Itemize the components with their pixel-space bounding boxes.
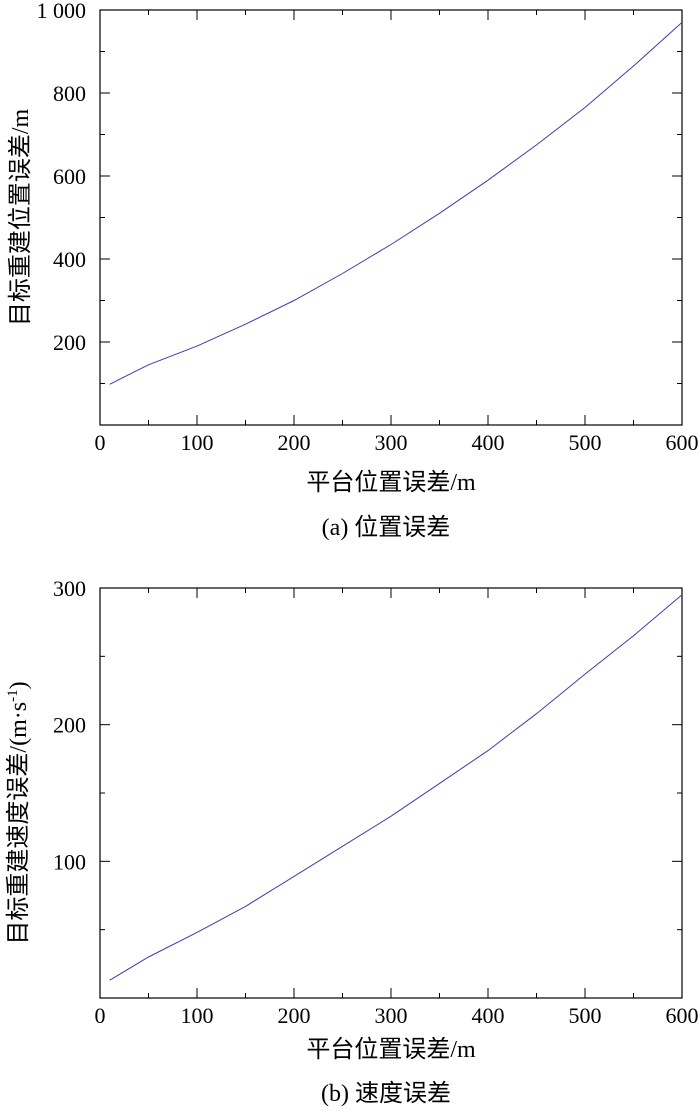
x-tick-labels: 0 100 200 300 400 500 600	[95, 1003, 699, 1028]
chart-a-svg: 0 100 200 300 400 500 600 200 400 600 800 1 000 平台…	[7, 0, 699, 541]
x-tick-label: 400	[472, 1003, 505, 1028]
x-tick-label: 200	[278, 1003, 311, 1028]
x-tick-label: 0	[95, 430, 106, 455]
x-tick-label: 500	[569, 1003, 602, 1028]
y-tick-label: 800	[53, 81, 86, 106]
y-axis-title: 目标重建位置误差/m	[7, 109, 34, 327]
y-tick-label: 300	[53, 576, 86, 601]
x-tick-labels: 0 100 200 300 400 500 600	[95, 430, 699, 455]
y-tick-labels: 200 400 600 800 1 000	[37, 0, 87, 355]
y-tick-label: 100	[53, 849, 86, 874]
y-axis-title-superscript: -1	[5, 689, 21, 702]
x-tick-label: 600	[666, 1003, 699, 1028]
chart-caption: (b) 速度误差	[321, 1080, 451, 1107]
y-axis-title-tail: )	[6, 681, 32, 689]
x-tick-label: 300	[375, 430, 408, 455]
y-axis-title-main: 目标重建速度误差/(m·s	[5, 702, 32, 945]
y-axis-title: 目标重建速度误差/(m·s-1)	[5, 681, 32, 944]
chart-b-svg: 0 100 200 300 400 500 600 100 200 300 平台位置误差/m 目…	[5, 576, 699, 1107]
y-tick-label: 600	[53, 164, 86, 189]
x-tick-label: 0	[95, 1003, 106, 1028]
y-tick-labels: 100 200 300	[53, 576, 86, 874]
x-axis-title: 平台位置误差/m	[306, 1036, 476, 1063]
x-axis-title: 平台位置误差/m	[306, 469, 476, 496]
series-line	[109, 594, 683, 981]
y-tick-label: 400	[53, 247, 86, 272]
x-tick-label: 100	[181, 430, 214, 455]
y-tick-label: 200	[53, 713, 86, 738]
x-tick-label: 200	[278, 430, 311, 455]
series-line	[109, 22, 683, 385]
x-tick-label: 500	[569, 430, 602, 455]
x-tick-label: 300	[375, 1003, 408, 1028]
tick-marks	[100, 10, 682, 425]
x-tick-label: 100	[181, 1003, 214, 1028]
tick-marks	[100, 588, 682, 998]
chart-caption: (a) 位置误差	[322, 514, 451, 541]
plot-frame	[99, 9, 683, 426]
y-tick-label: 200	[53, 330, 86, 355]
x-tick-label: 600	[666, 430, 699, 455]
chart-b: 0 100 200 300 400 500 600 100 200 300 平台位置误差/m 目…	[0, 560, 700, 1115]
chart-a: 0 100 200 300 400 500 600 200 400 600 800 1 000 平台…	[0, 0, 700, 555]
x-tick-label: 400	[472, 430, 505, 455]
y-tick-label: 1 000	[37, 0, 87, 23]
plot-frame	[99, 587, 683, 999]
